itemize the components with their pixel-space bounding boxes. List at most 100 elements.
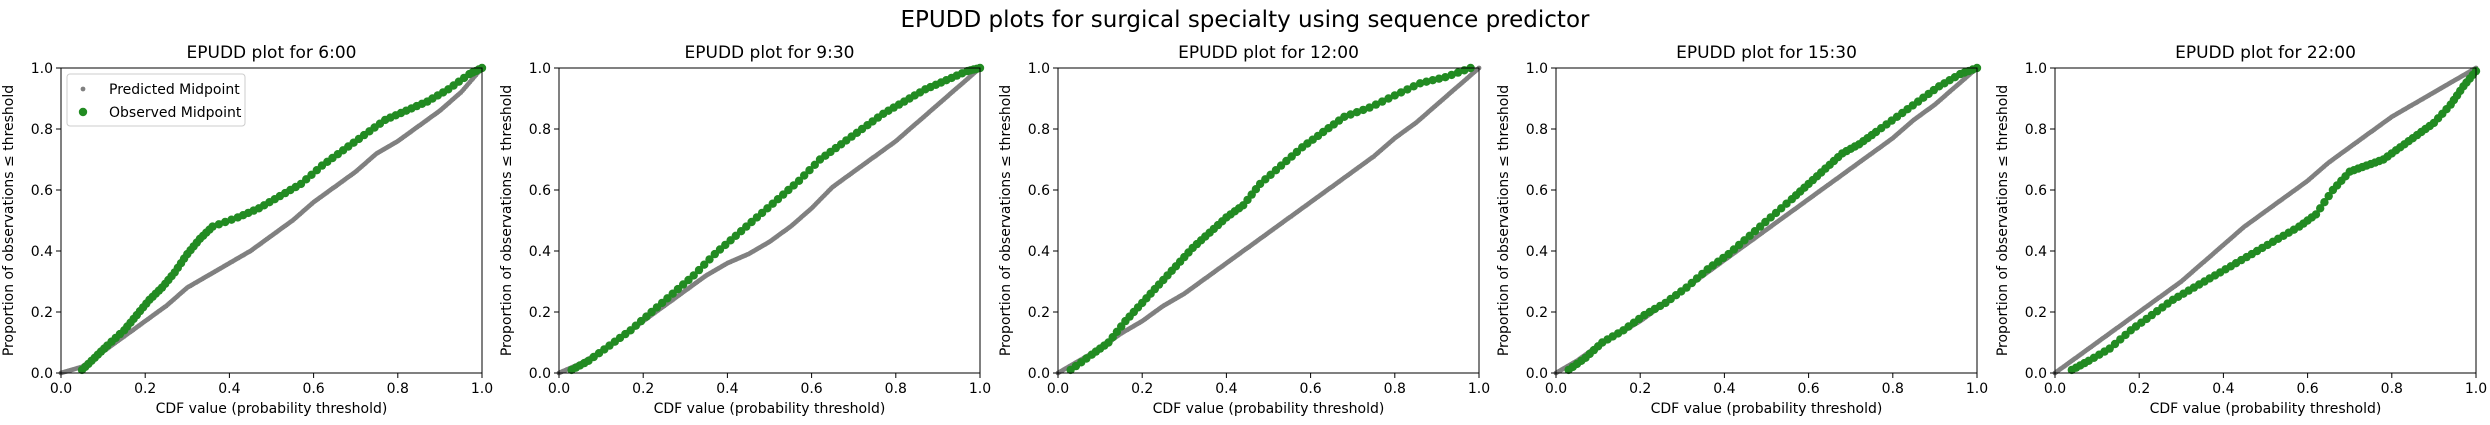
observed-point — [1447, 70, 1456, 80]
y-tick-label: 0.0 — [2025, 366, 2047, 382]
y-tick-label: 1.0 — [529, 61, 551, 77]
y-tick-label: 1.0 — [1526, 61, 1548, 77]
observed-point — [1415, 79, 1425, 88]
y-axis-label: Proportion of observations ≤ threshold — [998, 85, 1014, 356]
observed-series — [1564, 63, 1982, 375]
observed-point — [2316, 204, 2325, 213]
y-tick-label: 0.0 — [1526, 366, 1548, 382]
axes-frame — [60, 67, 483, 374]
y-tick-label: 0.4 — [31, 244, 53, 260]
x-tick-label: 1.0 — [1966, 381, 1988, 397]
observed-point — [1365, 103, 1374, 112]
x-tick-label: 0.8 — [1882, 381, 1904, 397]
x-tick-label: 0.6 — [1797, 381, 1819, 397]
y-tick-label: 0.8 — [1526, 122, 1548, 138]
x-tick-label: 0.0 — [2044, 381, 2066, 397]
x-tick-label: 0.8 — [885, 381, 907, 397]
panel-title: EPUDD plot for 22:00 — [2175, 43, 2356, 63]
x-tick-label: 0.6 — [1299, 381, 1321, 397]
y-tick-label: 0.4 — [1028, 244, 1050, 260]
axes-frame — [1057, 67, 1480, 374]
panel-title: EPUDD plot for 12:00 — [1178, 43, 1359, 63]
observed-point — [1346, 110, 1355, 119]
panel-4: EPUDD plot for 15:30 0.0 0.2 0.4 0.6 0.8 1.0 0.… — [1496, 43, 1988, 417]
legend-label-observed: Observed Midpoint — [109, 105, 242, 121]
y-tick-label: 0.8 — [31, 122, 53, 138]
x-tick-label: 0.6 — [800, 381, 822, 397]
panel-title: EPUDD plot for 6:00 — [187, 43, 357, 63]
x-tick-label: 0.6 — [302, 381, 324, 397]
y-tick-label: 0.2 — [1526, 305, 1548, 321]
x-tick-label: 1.0 — [2465, 381, 2487, 397]
y-tick-label: 0.6 — [31, 183, 53, 199]
x-tick-label: 0.2 — [632, 381, 654, 397]
observed-point — [214, 220, 224, 229]
observed-point — [800, 171, 809, 180]
x-tick-label: 0.8 — [387, 381, 409, 397]
axes-frame — [558, 67, 981, 374]
x-tick-label: 0.2 — [2128, 381, 2150, 397]
x-tick-label: 0.2 — [134, 381, 156, 397]
y-tick-label: 0.0 — [1028, 366, 1050, 382]
observed-point — [1422, 77, 1431, 86]
x-tick-label: 0.4 — [2212, 381, 2234, 397]
y-tick-label: 0.2 — [2025, 305, 2047, 321]
y-axis-label: Proportion of observations ≤ threshold — [499, 85, 515, 356]
observed-point — [794, 176, 804, 185]
x-axis-label: CDF value (probability threshold) — [1651, 401, 1883, 417]
panel-2: EPUDD plot for 9:30 0.0 0.2 0.4 0.6 0.8 1.0 0.0… — [499, 43, 991, 417]
observed-series — [1066, 63, 1475, 375]
observed-series — [2067, 66, 2481, 375]
y-tick-label: 0.8 — [529, 122, 551, 138]
observed-point — [1396, 88, 1406, 97]
panel-title: EPUDD plot for 15:30 — [1676, 43, 1857, 63]
x-tick-label: 1.0 — [969, 381, 991, 397]
observed-point — [694, 265, 704, 275]
x-tick-label: 1.0 — [1468, 381, 1490, 397]
observed-point — [2324, 191, 2333, 201]
x-axis-label: CDF value (probability threshold) — [1153, 401, 1385, 417]
x-tick-label: 0.2 — [1629, 381, 1651, 397]
x-axis-label: CDF value (probability threshold) — [654, 401, 886, 417]
observed-point — [810, 160, 819, 169]
x-tick-label: 1.0 — [471, 381, 493, 397]
figure-suptitle: EPUDD plots for surgical specialty using… — [901, 7, 1591, 33]
x-tick-label: 0.6 — [2296, 381, 2318, 397]
observed-point — [1371, 100, 1381, 109]
observed-point — [1352, 108, 1362, 117]
axes-frame — [1555, 67, 1978, 374]
x-tick-label: 0.8 — [2381, 381, 2403, 397]
y-tick-label: 0.6 — [1028, 183, 1050, 199]
x-tick-label: 0.4 — [1713, 381, 1735, 397]
observed-point — [1409, 82, 1418, 91]
predicted-series — [2052, 65, 2479, 376]
observed-point — [705, 255, 714, 264]
observed-series — [567, 63, 985, 375]
observed-point — [221, 217, 230, 227]
x-tick-label: 0.0 — [1047, 381, 1069, 397]
x-tick-label: 0.4 — [218, 381, 240, 397]
x-tick-label: 0.0 — [548, 381, 570, 397]
y-tick-label: 1.0 — [2025, 61, 2047, 77]
observed-point — [1340, 112, 1349, 122]
x-tick-label: 0.4 — [1215, 381, 1237, 397]
observed-point — [2311, 210, 2321, 219]
y-axis-label: Proportion of observations ≤ threshold — [1, 85, 17, 356]
y-tick-label: 1.0 — [1028, 61, 1050, 77]
observed-point — [1453, 68, 1463, 77]
y-tick-label: 0.6 — [529, 183, 551, 199]
observed-series — [77, 63, 487, 375]
y-tick-label: 0.4 — [2025, 244, 2047, 260]
observed-point — [1359, 105, 1368, 115]
y-tick-label: 1.0 — [31, 61, 53, 77]
observed-point — [208, 222, 217, 231]
y-tick-label: 0.0 — [529, 366, 551, 382]
y-tick-label: 0.0 — [31, 366, 53, 382]
x-tick-label: 0.8 — [1384, 381, 1406, 397]
observed-point — [1378, 97, 1387, 106]
panel-title: EPUDD plot for 9:30 — [685, 43, 855, 63]
legend-marker-observed — [78, 107, 88, 117]
legend-marker-predicted — [80, 86, 86, 92]
y-tick-label: 0.4 — [1526, 244, 1548, 260]
